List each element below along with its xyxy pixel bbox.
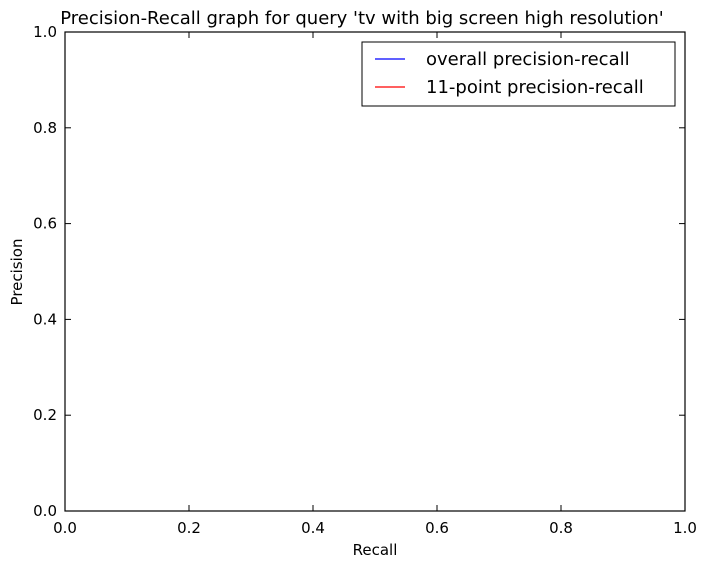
- x-tick-label: 0.0: [53, 519, 77, 537]
- y-tick-label: 1.0: [33, 23, 57, 41]
- x-tick-label: 0.8: [549, 519, 573, 537]
- plot-area: [64, 31, 686, 512]
- legend: overall precision-recall 11-point precisi…: [361, 41, 676, 107]
- y-tick-label: 0.4: [33, 310, 57, 328]
- y-axis-label: Precision: [8, 239, 26, 306]
- x-tick-label: 0.2: [177, 519, 201, 537]
- legend-box: [361, 41, 676, 107]
- legend-label-1: 11-point precision-recall: [426, 77, 644, 98]
- y-tick-label: 0.6: [33, 215, 57, 233]
- x-axis: 0.0 0.2 0.4 0.6 0.8 1.0: [53, 32, 697, 537]
- y-tick-label: 0.2: [33, 406, 57, 424]
- legend-label-0: overall precision-recall: [426, 49, 630, 70]
- x-axis-label: Recall: [353, 541, 398, 559]
- y-tick-label: 0.0: [33, 502, 57, 520]
- x-tick-label: 1.0: [673, 519, 697, 537]
- chart-title: Precision-Recall graph for query 'tv wit…: [60, 8, 664, 29]
- y-axis: 0.0 0.2 0.4 0.6 0.8 1.0: [33, 23, 685, 520]
- y-tick-label: 0.8: [33, 119, 57, 137]
- x-tick-label: 0.4: [301, 519, 325, 537]
- x-tick-label: 0.6: [425, 519, 449, 537]
